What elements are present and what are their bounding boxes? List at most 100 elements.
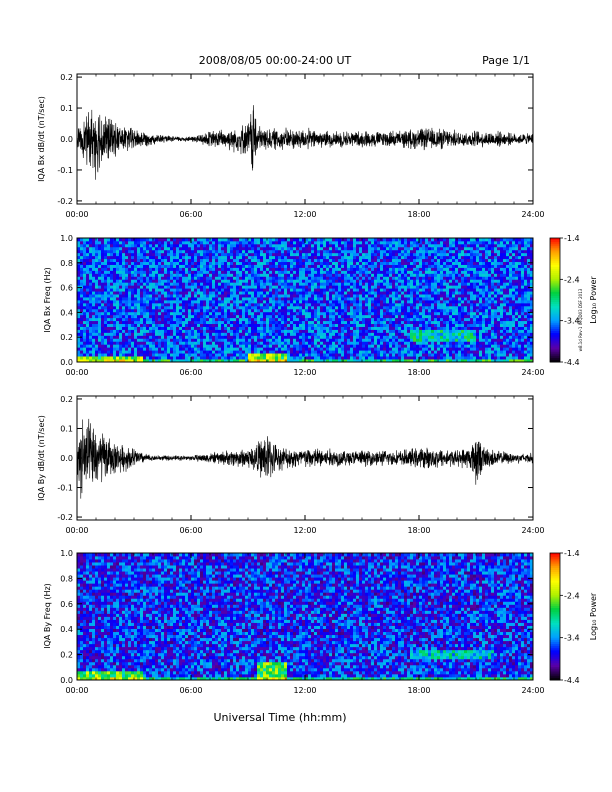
heatmap-cell [224, 252, 228, 257]
heatmap-cell [209, 329, 213, 333]
heatmap-cell [152, 288, 156, 292]
heatmap-cell [110, 282, 114, 286]
heatmap-cell [314, 291, 318, 295]
heatmap-cell [284, 264, 288, 268]
heatmap-cell [323, 264, 327, 268]
heatmap-cell [212, 344, 216, 348]
heatmap-cell [212, 314, 216, 319]
heatmap-cell [329, 282, 333, 286]
heatmap-cell [242, 359, 246, 363]
heatmap-cell [290, 320, 294, 325]
heatmap-cell [413, 267, 417, 271]
heatmap-cell [200, 323, 204, 327]
heatmap-cell [314, 329, 318, 333]
heatmap-cell [95, 276, 99, 280]
heatmap-cell [173, 341, 177, 345]
heatmap-cell [353, 335, 357, 339]
heatmap-cell [254, 326, 258, 330]
heatmap-cell [383, 359, 387, 363]
heatmap-cell [308, 335, 312, 339]
heatmap-cell [410, 317, 414, 322]
heatmap-cell [260, 338, 264, 342]
heatmap-cell [221, 240, 225, 245]
heatmap-cell [131, 291, 135, 295]
heatmap-cell [377, 270, 381, 274]
heatmap-cell [356, 326, 360, 330]
heatmap-cell [359, 288, 363, 292]
heatmap-cell [335, 317, 339, 322]
heatmap-cell [158, 264, 162, 268]
heatmap-cell [344, 291, 348, 295]
heatmap-cell [191, 317, 195, 322]
heatmap-cell [233, 341, 237, 345]
heatmap-cell [377, 332, 381, 336]
heatmap-cell [413, 285, 417, 289]
heatmap-cell [335, 270, 339, 274]
heatmap-cell [233, 314, 237, 319]
heatmap-cell [224, 323, 228, 327]
heatmap-cell [248, 297, 252, 301]
heatmap-cell [203, 353, 207, 357]
heatmap-cell [167, 285, 171, 289]
heatmap-cell [320, 276, 324, 280]
heatmap-cell [155, 294, 159, 298]
heatmap-cell [185, 300, 189, 304]
heatmap-cell [353, 311, 357, 316]
heatmap-cell [389, 264, 393, 268]
heatmap-cell [317, 240, 321, 245]
heatmap-cell [356, 329, 360, 333]
heatmap-cell [287, 344, 291, 348]
heatmap-cell [227, 317, 231, 322]
heatmap-cell [107, 338, 111, 342]
heatmap-cell [170, 329, 174, 333]
heatmap-cell [383, 344, 387, 348]
heatmap-cell [299, 240, 303, 245]
heatmap-cell [191, 252, 195, 257]
heatmap-cell [146, 341, 150, 345]
heatmap-cell [302, 255, 306, 260]
heatmap-cell [92, 302, 96, 307]
heatmap-cell [275, 317, 279, 322]
heatmap-cell [125, 294, 129, 298]
heatmap-cell [380, 279, 384, 283]
heatmap-cell [239, 356, 243, 360]
heatmap-cell [332, 258, 336, 263]
heatmap-cell [326, 249, 330, 254]
heatmap-cell [275, 291, 279, 295]
heatmap-cell [158, 344, 162, 348]
heatmap-cell [77, 238, 81, 242]
heatmap-cell [176, 308, 180, 313]
heatmap-cell [113, 240, 117, 245]
heatmap-cell [110, 314, 114, 319]
heatmap-cell [341, 264, 345, 268]
heatmap-cell [317, 356, 321, 360]
heatmap-cell [353, 288, 357, 292]
heatmap-cell [200, 270, 204, 274]
heatmap-cell [77, 353, 81, 357]
heatmap-cell [95, 308, 99, 313]
heatmap-cell [206, 249, 210, 254]
heatmap-cell [305, 323, 309, 327]
heatmap-cell [338, 288, 342, 292]
heatmap-cell [305, 300, 309, 304]
heatmap-cell [206, 359, 210, 363]
heatmap-cell [131, 288, 135, 292]
heatmap-cell [158, 282, 162, 286]
heatmap-cell [275, 243, 279, 248]
heatmap-cell [401, 264, 405, 268]
heatmap-cell [269, 288, 273, 292]
heatmap-cell [311, 276, 315, 280]
heatmap-cell [134, 356, 138, 360]
heatmap-cell [92, 288, 96, 292]
heatmap-cell [164, 350, 168, 354]
heatmap-cell [404, 285, 408, 289]
heatmap-cell [278, 350, 282, 354]
heatmap-cell [290, 302, 294, 307]
heatmap-cell [419, 311, 423, 316]
heatmap-cell [104, 314, 108, 319]
heatmap-cell [77, 267, 81, 271]
panel-bx-dbdt: 00:00 06:00 12:00 18:00 24:000.20.10.0-0.1-0… [37, 73, 545, 219]
heatmap-cell [347, 282, 351, 286]
heatmap-cell [173, 246, 177, 251]
heatmap-cell [413, 344, 417, 348]
